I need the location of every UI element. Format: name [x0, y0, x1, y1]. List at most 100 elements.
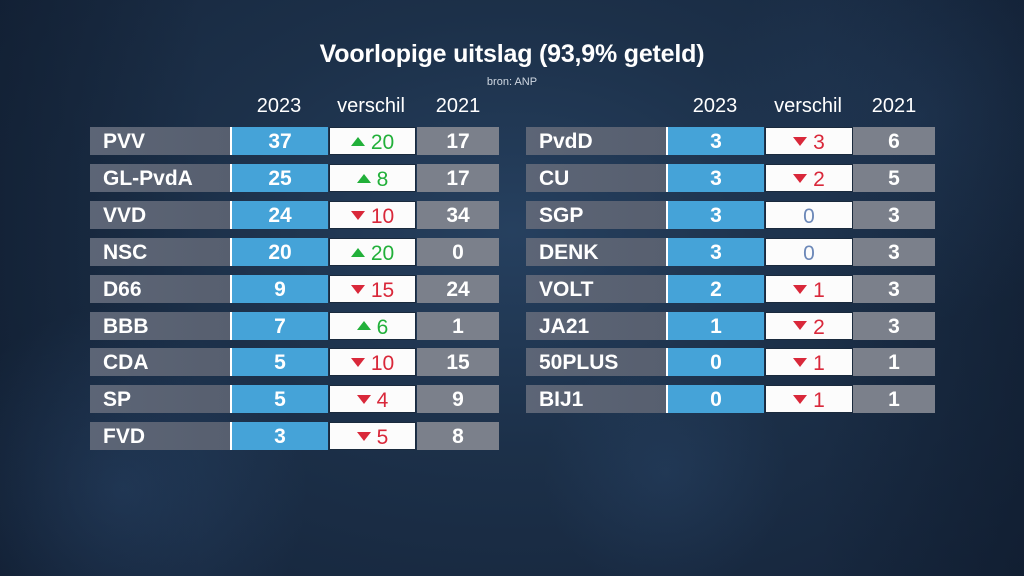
seats-2023: 3: [666, 163, 764, 192]
seats-2023: 25: [230, 163, 328, 192]
seat-difference-value: 20: [370, 241, 395, 265]
seat-difference: 1: [765, 274, 853, 303]
seat-difference: 2: [765, 311, 853, 340]
seats-2023: 5: [230, 348, 328, 377]
seat-difference-value: 10: [370, 204, 395, 228]
seats-2023: 7: [230, 311, 328, 340]
table-row: FVD 3 5 8: [0, 422, 1024, 451]
seat-difference: 0: [765, 237, 853, 266]
seat-difference-value: 5: [376, 426, 389, 450]
party-name: SP: [90, 385, 230, 414]
seat-difference-value: 15: [370, 278, 395, 302]
page-title: Voorlopige uitslag (93,9% geteld): [319, 40, 705, 68]
seat-difference-value: 2: [813, 167, 825, 191]
table-row: PvdD 3 3 6: [0, 127, 1024, 155]
seats-2023: 3: [666, 237, 764, 266]
table-row: D66 9 15 24: [0, 274, 1024, 303]
seat-difference: 20: [329, 127, 416, 155]
party-name: FVD: [90, 422, 230, 451]
table-row: GL-PvdA 25 8 17: [0, 163, 1024, 192]
seat-difference-value: 6: [376, 315, 389, 339]
party-name: PvdD: [526, 127, 666, 155]
party-name: 50PLUS: [526, 348, 666, 377]
arrow-up-icon: [356, 173, 371, 183]
seat-difference: 2: [765, 163, 853, 192]
arrow-down-icon: [793, 284, 808, 294]
party-name: VOLT: [526, 274, 666, 303]
party-name: JA21: [526, 311, 666, 340]
seat-difference-value: 2: [813, 315, 825, 339]
party-name: D66: [90, 274, 230, 303]
source-label: bron: ANP: [486, 76, 538, 88]
table-row: CDA 5 10 15: [0, 348, 1024, 377]
seats-2021: 17: [417, 163, 499, 192]
party-name: NSC: [90, 237, 230, 266]
table-row: BIJ1 0 1 1: [0, 385, 1024, 414]
arrow-down-icon: [350, 358, 365, 368]
seats-2023: 3: [666, 200, 764, 229]
seats-2021: 9: [417, 385, 499, 414]
party-name: PVV: [90, 127, 230, 155]
seats-2021: 6: [853, 127, 935, 155]
seats-2021: 24: [417, 274, 499, 303]
seat-difference-value: 3: [813, 131, 825, 154]
seat-difference-value: 4: [376, 389, 389, 413]
seat-difference-value: 20: [370, 131, 395, 154]
seats-2021: 15: [417, 348, 499, 377]
seat-difference: 5: [329, 422, 416, 451]
seats-2021: 3: [853, 237, 935, 266]
table-row: CU 3 2 5: [0, 163, 1024, 192]
seat-difference: 20: [329, 237, 416, 266]
seats-2021: 3: [853, 274, 935, 303]
arrow-up-icon: [356, 321, 371, 331]
seats-2023: 9: [230, 274, 328, 303]
seats-2021: 1: [853, 385, 935, 414]
party-name: VVD: [90, 200, 230, 229]
party-name: BBB: [90, 311, 230, 340]
header-2021-left: 2021: [435, 95, 481, 117]
table-row: VOLT 2 1 3: [0, 274, 1024, 303]
arrow-down-icon: [356, 432, 371, 442]
seats-2023: 0: [666, 385, 764, 414]
seat-difference-value: 0: [803, 241, 815, 265]
seat-difference-value: 1: [813, 352, 825, 376]
party-name: SGP: [526, 200, 666, 229]
seats-2021: 3: [853, 311, 935, 340]
seat-difference-value: 10: [370, 352, 395, 376]
seats-2021: 3: [853, 200, 935, 229]
arrow-down-icon: [350, 210, 365, 220]
seats-2023: 0: [666, 348, 764, 377]
seat-difference-value: 0: [803, 204, 815, 228]
arrow-down-icon: [350, 284, 365, 294]
table-row: 50PLUS 0 1 1: [0, 348, 1024, 377]
table-row: DENK 3 0 3: [0, 237, 1024, 266]
seats-2023: 3: [230, 422, 328, 451]
arrow-down-icon: [793, 321, 808, 331]
seats-2023: 24: [230, 200, 328, 229]
table-row: VVD 24 10 34: [0, 200, 1024, 229]
seat-difference: 1: [765, 348, 853, 377]
seats-2021: 5: [853, 163, 935, 192]
seats-2021: 8: [417, 422, 499, 451]
party-name: BIJ1: [526, 385, 666, 414]
seats-2021: 17: [417, 127, 499, 155]
seat-difference-value: 8: [376, 167, 389, 191]
seats-2021: 1: [417, 311, 499, 340]
seats-2023: 5: [230, 385, 328, 414]
seats-2021: 1: [853, 348, 935, 377]
arrow-up-icon: [350, 136, 365, 146]
table-row: BBB 7 6 1: [0, 311, 1024, 340]
arrow-down-icon: [356, 395, 371, 405]
party-name: DENK: [526, 237, 666, 266]
seats-2023: 3: [666, 127, 764, 155]
party-name: CDA: [90, 348, 230, 377]
seat-difference-value: 1: [813, 278, 825, 302]
seat-difference: 1: [765, 385, 853, 414]
arrow-up-icon: [350, 247, 365, 257]
table-row: SP 5 4 9: [0, 385, 1024, 414]
seat-difference: 15: [329, 274, 416, 303]
seat-difference: 6: [329, 311, 416, 340]
seat-difference: 4: [329, 385, 416, 414]
table-row: SGP 3 0 3: [0, 200, 1024, 229]
arrow-down-icon: [793, 358, 808, 368]
